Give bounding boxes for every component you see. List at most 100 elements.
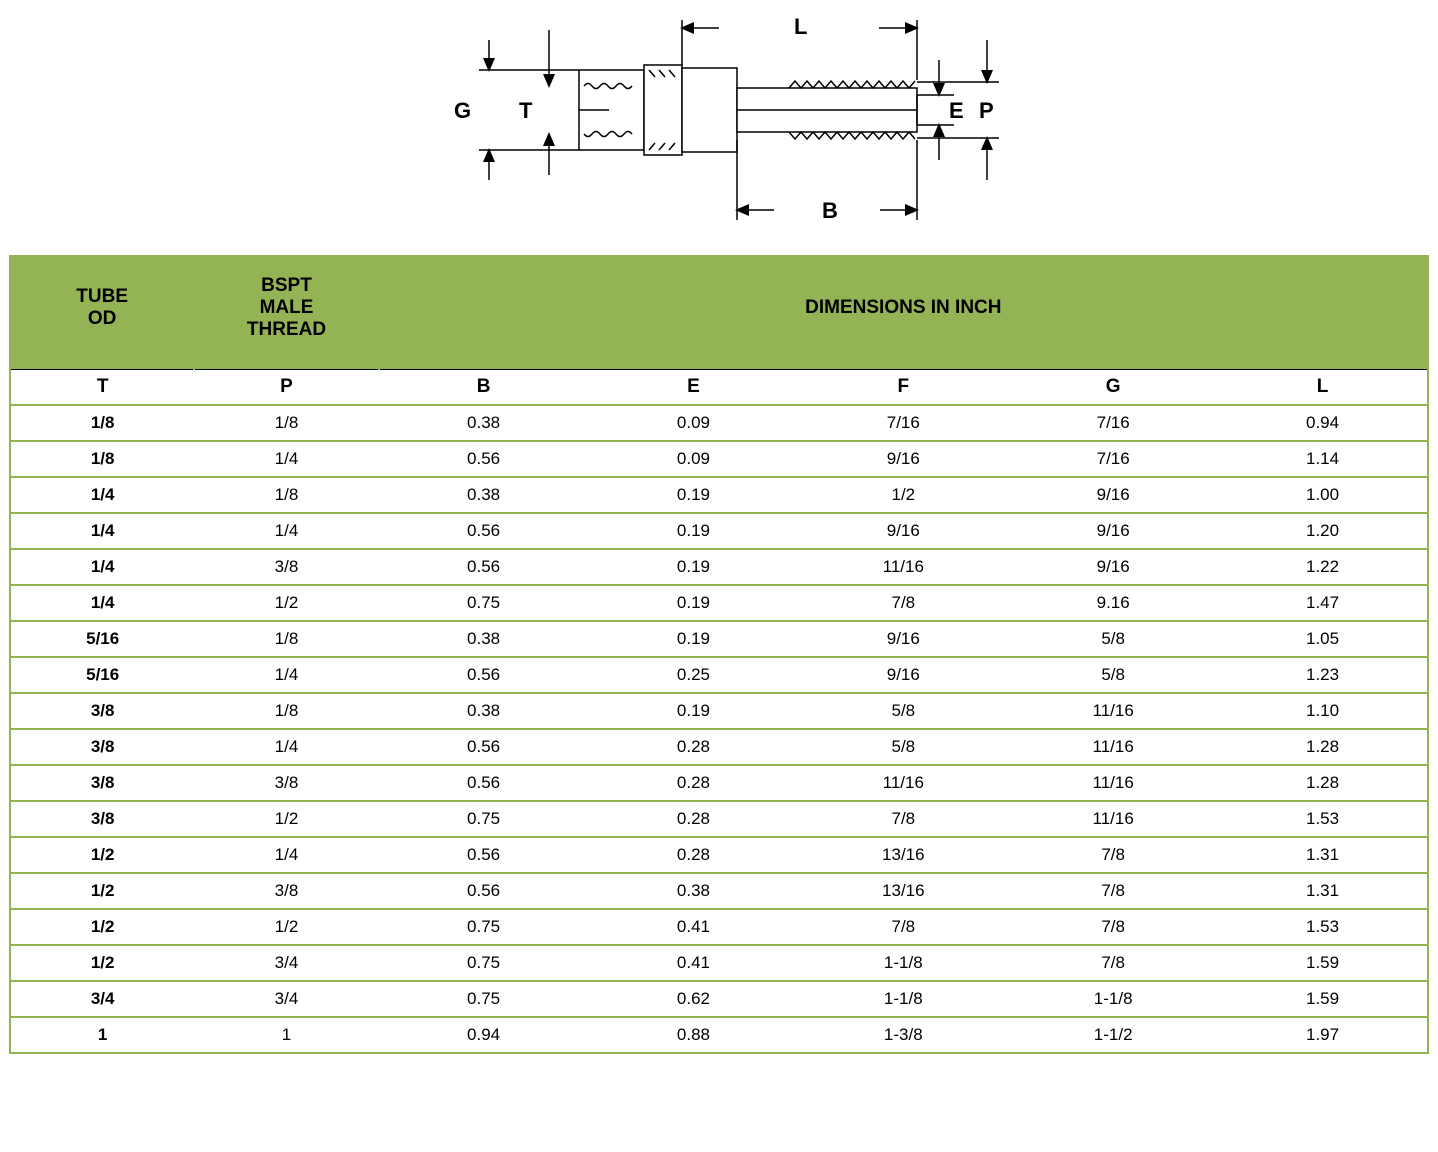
header-tube-od: TUBEOD	[10, 256, 194, 370]
cell-f: 13/16	[798, 873, 1008, 909]
cell-g: 11/16	[1008, 729, 1218, 765]
table-row: 3/81/80.380.195/811/161.10	[10, 693, 1428, 729]
table-row: 5/161/40.560.259/165/81.23	[10, 657, 1428, 693]
cell-t: 3/8	[10, 765, 194, 801]
cell-f: 9/16	[798, 657, 1008, 693]
col-t: T	[10, 370, 194, 406]
cell-b: 0.94	[379, 1017, 589, 1053]
cell-l: 1.59	[1218, 981, 1428, 1017]
cell-g: 11/16	[1008, 693, 1218, 729]
cell-t: 1/2	[10, 909, 194, 945]
cell-p: 1/4	[194, 657, 378, 693]
cell-p: 1	[194, 1017, 378, 1053]
cell-l: 1.23	[1218, 657, 1428, 693]
cell-e: 0.09	[589, 441, 799, 477]
dim-label-b: B	[822, 198, 838, 223]
cell-p: 1/4	[194, 513, 378, 549]
fitting-diagram: G T L B E P	[0, 0, 1438, 255]
table-body: 1/81/80.380.097/167/160.941/81/40.560.09…	[10, 405, 1428, 1053]
cell-g: 11/16	[1008, 765, 1218, 801]
cell-t: 3/8	[10, 801, 194, 837]
cell-p: 1/8	[194, 477, 378, 513]
cell-t: 5/16	[10, 657, 194, 693]
column-header-row: T P B E F G L	[10, 370, 1428, 406]
cell-g: 9.16	[1008, 585, 1218, 621]
cell-f: 1/2	[798, 477, 1008, 513]
header-dimensions: DIMENSIONS IN INCH	[379, 256, 1428, 370]
cell-b: 0.75	[379, 909, 589, 945]
cell-e: 0.28	[589, 801, 799, 837]
cell-g: 11/16	[1008, 801, 1218, 837]
cell-b: 0.75	[379, 981, 589, 1017]
cell-l: 1.47	[1218, 585, 1428, 621]
cell-b: 0.56	[379, 873, 589, 909]
cell-t: 5/16	[10, 621, 194, 657]
cell-f: 1-3/8	[798, 1017, 1008, 1053]
dim-label-t: T	[519, 98, 533, 123]
cell-l: 1.10	[1218, 693, 1428, 729]
cell-b: 0.56	[379, 729, 589, 765]
cell-f: 13/16	[798, 837, 1008, 873]
dim-label-e: E	[949, 98, 964, 123]
col-p: P	[194, 370, 378, 406]
cell-b: 0.38	[379, 693, 589, 729]
cell-b: 0.56	[379, 657, 589, 693]
cell-f: 7/8	[798, 801, 1008, 837]
cell-b: 0.56	[379, 549, 589, 585]
cell-p: 3/8	[194, 873, 378, 909]
dim-label-l: L	[794, 14, 807, 39]
cell-t: 1/8	[10, 441, 194, 477]
cell-l: 1.31	[1218, 873, 1428, 909]
cell-f: 11/16	[798, 765, 1008, 801]
cell-t: 3/4	[10, 981, 194, 1017]
dimensions-table: TUBEOD BSPTMALETHREAD DIMENSIONS IN INCH…	[9, 255, 1429, 1054]
col-g: G	[1008, 370, 1218, 406]
cell-e: 0.09	[589, 405, 799, 441]
cell-g: 5/8	[1008, 621, 1218, 657]
cell-e: 0.88	[589, 1017, 799, 1053]
table-row: 1/23/40.750.411-1/87/81.59	[10, 945, 1428, 981]
table-row: 1/41/40.560.199/169/161.20	[10, 513, 1428, 549]
cell-g: 9/16	[1008, 477, 1218, 513]
cell-f: 5/8	[798, 693, 1008, 729]
table-row: 1/41/20.750.197/89.161.47	[10, 585, 1428, 621]
cell-b: 0.75	[379, 801, 589, 837]
cell-b: 0.75	[379, 585, 589, 621]
col-l: L	[1218, 370, 1428, 406]
table-row: 1/81/80.380.097/167/160.94	[10, 405, 1428, 441]
cell-t: 1/2	[10, 837, 194, 873]
cell-p: 1/8	[194, 693, 378, 729]
table-row: 3/81/40.560.285/811/161.28	[10, 729, 1428, 765]
cell-g: 1-1/8	[1008, 981, 1218, 1017]
cell-b: 0.56	[379, 441, 589, 477]
cell-p: 1/2	[194, 801, 378, 837]
cell-e: 0.41	[589, 909, 799, 945]
cell-l: 1.97	[1218, 1017, 1428, 1053]
cell-p: 1/8	[194, 621, 378, 657]
cell-f: 9/16	[798, 621, 1008, 657]
cell-g: 5/8	[1008, 657, 1218, 693]
table-row: 1/41/80.380.191/29/161.00	[10, 477, 1428, 513]
cell-f: 9/16	[798, 441, 1008, 477]
cell-e: 0.62	[589, 981, 799, 1017]
col-f: F	[798, 370, 1008, 406]
cell-f: 5/8	[798, 729, 1008, 765]
cell-p: 1/4	[194, 837, 378, 873]
cell-p: 3/8	[194, 765, 378, 801]
table-row: 3/43/40.750.621-1/81-1/81.59	[10, 981, 1428, 1017]
cell-b: 0.38	[379, 405, 589, 441]
cell-t: 1/4	[10, 585, 194, 621]
cell-g: 7/16	[1008, 441, 1218, 477]
cell-t: 1/2	[10, 945, 194, 981]
table-row: 1/21/20.750.417/87/81.53	[10, 909, 1428, 945]
cell-g: 7/8	[1008, 873, 1218, 909]
cell-e: 0.25	[589, 657, 799, 693]
cell-e: 0.19	[589, 513, 799, 549]
cell-g: 9/16	[1008, 513, 1218, 549]
cell-g: 7/16	[1008, 405, 1218, 441]
cell-p: 1/4	[194, 441, 378, 477]
cell-e: 0.19	[589, 585, 799, 621]
cell-l: 1.05	[1218, 621, 1428, 657]
table-row: 3/83/80.560.2811/1611/161.28	[10, 765, 1428, 801]
table-row: 110.940.881-3/81-1/21.97	[10, 1017, 1428, 1053]
